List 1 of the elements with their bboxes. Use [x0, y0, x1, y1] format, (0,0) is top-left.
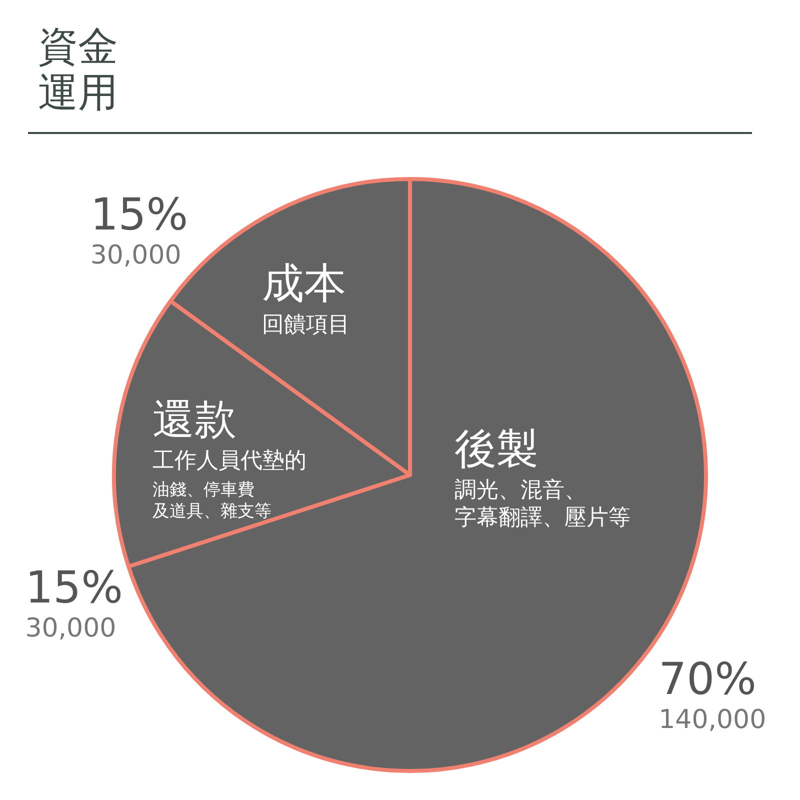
title: 資金運用	[38, 24, 118, 116]
